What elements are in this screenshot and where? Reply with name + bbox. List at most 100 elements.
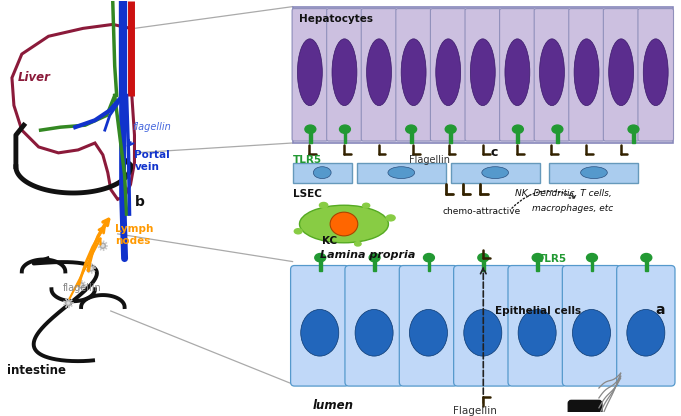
FancyBboxPatch shape [345,265,403,386]
Ellipse shape [532,253,543,262]
Ellipse shape [518,310,556,356]
Circle shape [66,301,71,305]
Text: Liver: Liver [18,71,51,84]
Ellipse shape [586,253,597,262]
Ellipse shape [471,39,495,106]
FancyBboxPatch shape [292,9,328,141]
FancyBboxPatch shape [357,163,446,183]
FancyBboxPatch shape [569,9,604,141]
Ellipse shape [436,39,460,106]
Text: a: a [655,303,665,317]
Text: Lymph
nodes: Lymph nodes [114,224,153,246]
Ellipse shape [644,39,668,106]
Text: Portal
vein: Portal vein [134,150,170,172]
Text: chemo-attractive: chemo-attractive [443,207,521,216]
Circle shape [78,283,84,288]
Ellipse shape [366,39,392,106]
Ellipse shape [300,205,388,243]
Ellipse shape [574,39,599,106]
Ellipse shape [641,253,652,262]
Ellipse shape [340,125,351,134]
Text: Epithelial cells: Epithelial cells [495,306,582,316]
Ellipse shape [330,212,358,236]
Bar [536,260,539,272]
FancyBboxPatch shape [568,401,602,415]
Ellipse shape [355,310,393,356]
FancyBboxPatch shape [638,9,674,141]
Ellipse shape [301,310,338,356]
Ellipse shape [386,215,395,221]
FancyBboxPatch shape [361,9,397,141]
Bar [645,260,648,272]
Ellipse shape [512,125,523,134]
Circle shape [89,266,93,271]
Bar [556,132,559,143]
Text: lumen: lumen [313,399,353,412]
FancyBboxPatch shape [430,9,466,141]
Ellipse shape [305,125,316,134]
Text: NK, Dendritic, T cells,: NK, Dendritic, T cells, [515,189,612,198]
Ellipse shape [481,167,509,178]
Ellipse shape [539,39,565,106]
Text: flagellin: flagellin [63,283,102,293]
Bar [516,132,519,143]
Bar [449,132,452,143]
Text: Flagellin: Flagellin [409,155,450,165]
Text: LSEC: LSEC [293,189,321,199]
Ellipse shape [581,167,607,178]
Bar [319,260,321,272]
Bar [482,260,485,272]
Text: b: b [134,195,144,209]
Bar [373,260,376,272]
Ellipse shape [369,253,380,262]
Ellipse shape [627,310,665,356]
Bar [343,132,347,143]
Text: Hepatocytes: Hepatocytes [298,15,373,25]
Ellipse shape [406,125,417,134]
Text: c: c [490,146,498,159]
Ellipse shape [628,125,639,134]
Text: TLR5: TLR5 [537,254,567,264]
Ellipse shape [573,310,610,356]
Ellipse shape [424,253,434,262]
Bar [410,132,413,143]
Text: Lamina propria: Lamina propria [320,250,415,260]
Ellipse shape [388,167,415,178]
Ellipse shape [609,39,633,106]
FancyBboxPatch shape [327,9,362,141]
Ellipse shape [298,39,322,106]
Ellipse shape [445,125,456,134]
FancyBboxPatch shape [399,265,458,386]
FancyBboxPatch shape [451,163,539,183]
FancyBboxPatch shape [508,265,567,386]
Text: macrophages, etc: macrophages, etc [532,204,613,213]
Text: flagellin: flagellin [133,122,171,132]
FancyBboxPatch shape [617,265,675,386]
Ellipse shape [401,39,426,106]
FancyBboxPatch shape [563,265,620,386]
FancyBboxPatch shape [291,265,349,386]
Ellipse shape [409,310,447,356]
Ellipse shape [294,229,302,234]
Ellipse shape [505,39,530,106]
FancyBboxPatch shape [293,163,352,183]
Bar [309,132,312,143]
Circle shape [100,243,106,248]
Text: TLR5: TLR5 [293,155,321,165]
Text: KC: KC [322,236,337,246]
FancyBboxPatch shape [293,7,673,143]
Ellipse shape [464,310,502,356]
Ellipse shape [313,167,331,178]
Text: Flagellin: Flagellin [453,406,496,416]
Bar [590,260,593,272]
FancyBboxPatch shape [550,163,638,183]
Ellipse shape [552,125,563,134]
FancyBboxPatch shape [465,9,501,141]
FancyBboxPatch shape [603,9,639,141]
Ellipse shape [478,253,489,262]
Ellipse shape [332,39,357,106]
Bar [428,260,430,272]
FancyBboxPatch shape [500,9,535,141]
Ellipse shape [355,242,361,246]
Text: intestine: intestine [7,364,66,377]
